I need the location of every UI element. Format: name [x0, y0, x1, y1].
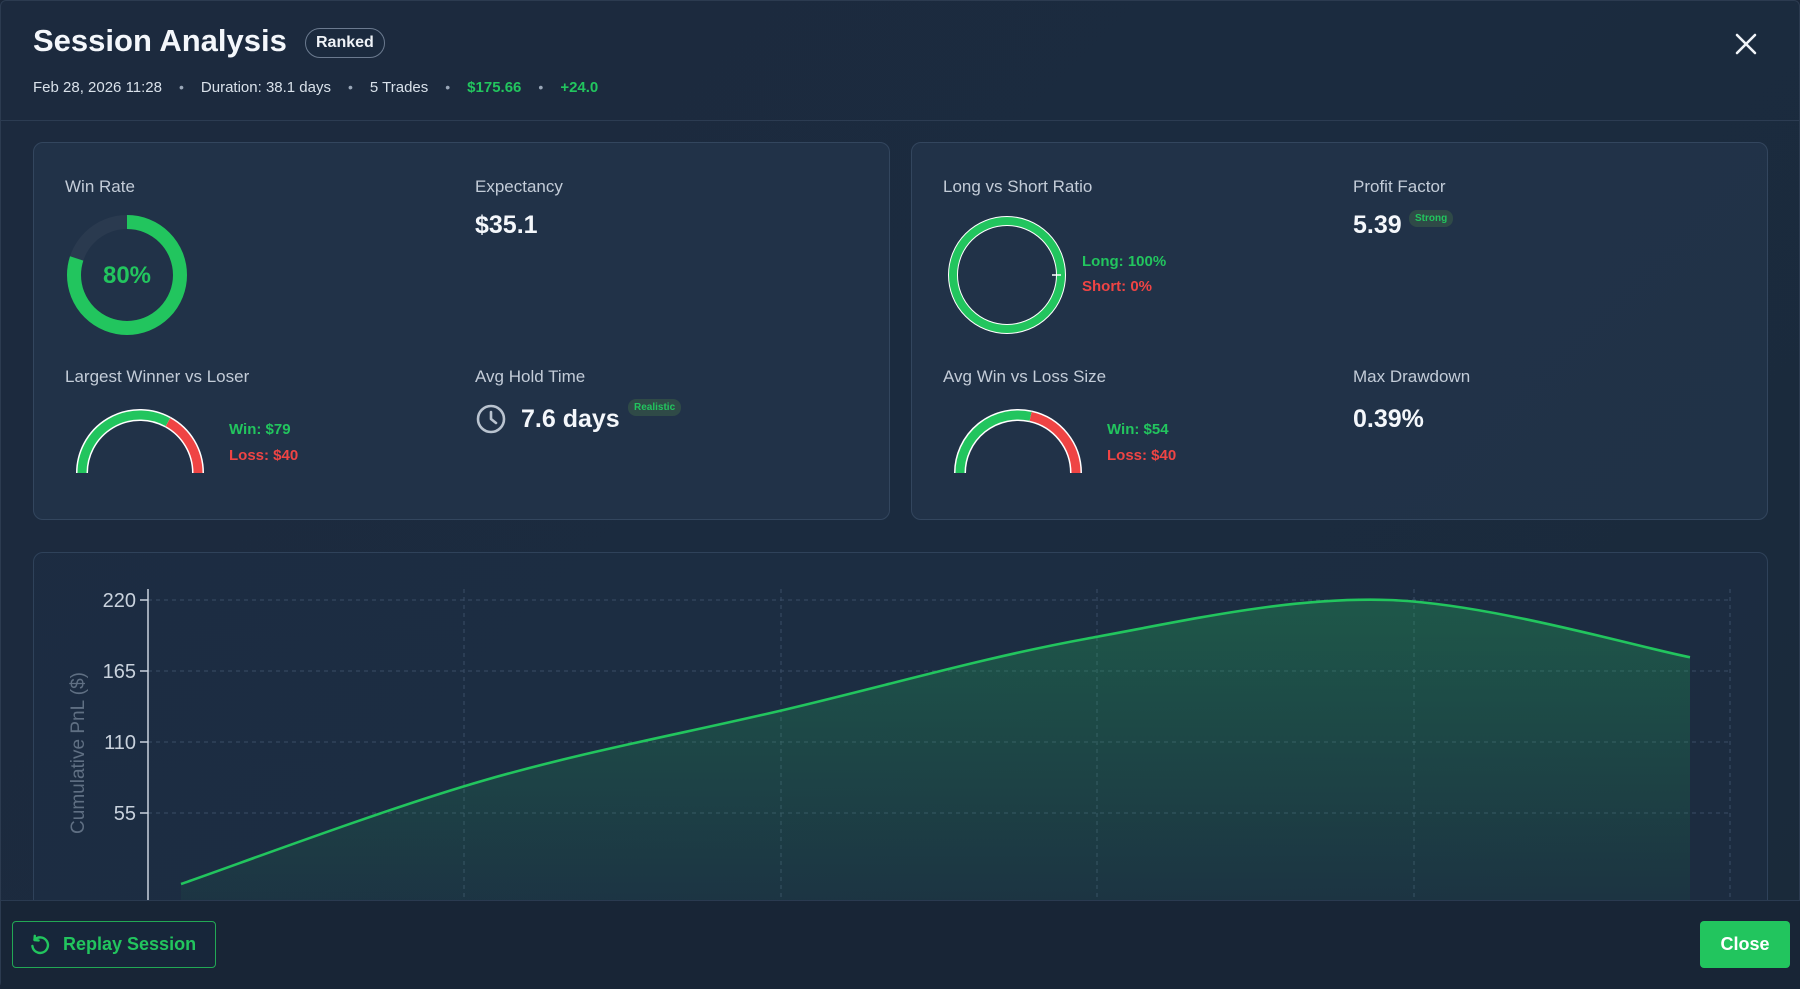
avg-size-gauge [954, 409, 1082, 474]
y-tick-label: 220 [103, 590, 136, 612]
pnl-area [181, 599, 1690, 911]
expectancy-label: Expectancy [475, 177, 563, 196]
pnl-line [180, 598, 1691, 886]
y-ticks: 220 165 110 55 [103, 590, 148, 825]
max-drawdown-label: Max Drawdown [1353, 367, 1471, 386]
largest-gauge-loss-arc [165, 418, 203, 474]
largest-gauge [76, 409, 204, 474]
profit-factor-label: Profit Factor [1353, 177, 1446, 196]
session-points: +24.0 [560, 78, 599, 96]
donut-outer-ring [948, 216, 1066, 334]
separator-dot: • [538, 79, 544, 95]
avg-win: Win: $54 [1107, 421, 1169, 438]
long-short-donut [948, 216, 1066, 334]
separator-dot: • [179, 79, 184, 95]
stats-card-right: Long vs Short Ratio Long: 100% Short: 0%… [911, 142, 1768, 520]
win-rate-label: Win Rate [65, 177, 135, 196]
page-title: Session Analysis [33, 23, 287, 58]
realistic-badge: Realistic [628, 399, 682, 416]
largest-loss: Loss: $40 [229, 447, 299, 464]
avg-loss: Loss: $40 [1107, 447, 1177, 464]
win-rate-donut: 80% [67, 215, 187, 335]
session-date: Feb 28, 2026 11:28 [33, 78, 162, 96]
avg-gauge-win-arc [955, 410, 1032, 474]
avg-size-label: Avg Win vs Loss Size [943, 367, 1107, 386]
y-tick-label: 165 [103, 661, 136, 683]
clock-icon [476, 404, 506, 434]
y-tick-label: 110 [104, 732, 136, 754]
replay-session-button[interactable]: Replay Session [12, 921, 216, 968]
win-rate-value: 80% [103, 262, 151, 289]
session-duration: Duration: 38.1 days [200, 78, 331, 96]
pnl-chart-card: 220 165 110 55 Cumulative PnL ($) [33, 552, 1768, 912]
replay-icon [31, 934, 50, 954]
profit-factor-value: 5.39 [1353, 211, 1402, 239]
win-rate-arc [67, 215, 187, 335]
long-arc [948, 216, 1066, 334]
pnl-chart: 220 165 110 55 Cumulative PnL ($) [68, 589, 1731, 911]
session-trades: 5 Trades [369, 78, 429, 96]
close-button-label: Close [1720, 934, 1770, 954]
replay-session-label: Replay Session [63, 934, 197, 954]
long-ratio: Long: 100% [1082, 253, 1167, 270]
donut-inner-ring [957, 225, 1057, 325]
y-tick-label: 55 [114, 803, 136, 825]
max-drawdown-value: 0.39% [1353, 405, 1424, 433]
session-meta: Feb 28, 2026 11:28 • Duration: 38.1 days… [33, 77, 598, 97]
separator-dot: • [445, 79, 451, 95]
stats-card-left: Win Rate 80% Expectancy $35.1 Largest Wi… [33, 142, 890, 520]
largest-gauge-win-arc [77, 410, 171, 474]
session-pnl: $175.66 [467, 78, 522, 96]
y-axis-label: Cumulative PnL ($) [68, 672, 89, 834]
avg-gauge-loss-arc [1029, 412, 1081, 474]
largest-win: Win: $79 [229, 421, 291, 438]
long-short-label: Long vs Short Ratio [943, 177, 1093, 196]
strong-badge: Strong [1409, 210, 1454, 227]
short-ratio: Short: 0% [1082, 278, 1153, 295]
ranked-badge: Ranked [305, 28, 385, 58]
separator-dot: • [347, 79, 353, 95]
largest-label: Largest Winner vs Loser [65, 367, 250, 386]
expectancy-value: $35.1 [475, 211, 538, 239]
modal-footer: Replay Session Close [1, 900, 1800, 989]
close-icon[interactable] [1729, 27, 1763, 61]
modal-header: Session Analysis Ranked Feb 28, 2026 11:… [1, 1, 1800, 121]
hold-time-value: 7.6 days [521, 405, 620, 433]
hold-time-label: Avg Hold Time [475, 367, 586, 386]
close-button[interactable]: Close [1700, 921, 1790, 968]
